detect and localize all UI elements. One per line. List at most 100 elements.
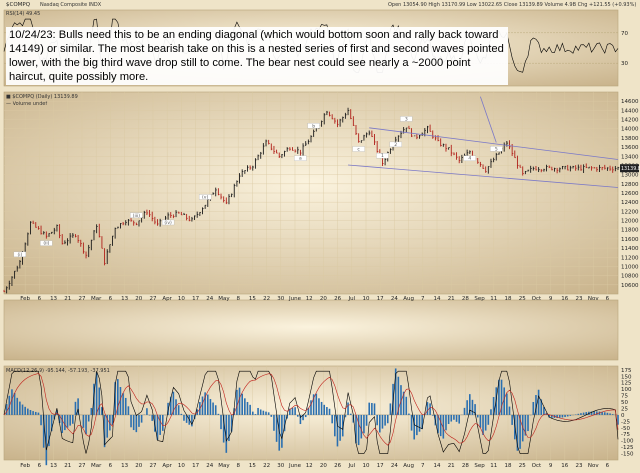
x-tick-label: 17 [377, 463, 384, 469]
wave-label-box [130, 212, 143, 218]
x-tick-label: Oct [532, 296, 542, 302]
price-legend: ■ $COMPQ (Daily) 13139.89 [6, 94, 78, 100]
x-tick-label: 13 [50, 296, 57, 302]
macd-line [3, 370, 619, 454]
x-tick-label: 10 [362, 463, 369, 469]
x-tick-label: 25 [519, 296, 526, 302]
y-tick-label: 10600 [621, 283, 639, 289]
x-tick-label: Nov [588, 463, 599, 469]
wave-label-box [198, 194, 212, 200]
wave-label: (i) [17, 252, 22, 258]
symbol-label: $COMPQ [6, 2, 31, 8]
x-tick-label: June [288, 463, 302, 469]
wave-label-box [376, 153, 389, 159]
x-tick-label: Sep [474, 296, 485, 302]
y-tick-label: 13000 [621, 173, 639, 179]
y-tick-label: 11200 [621, 255, 639, 261]
x-tick-label: 10 [362, 296, 369, 302]
macd-tick-label: 75 [621, 394, 628, 400]
x-tick-label: Sep [474, 463, 485, 469]
x-tick-label: 8 [236, 296, 240, 302]
x-tick-label: 10 [178, 463, 185, 469]
x-tick-label: 27 [78, 296, 85, 302]
x-tick-label: 27 [78, 463, 85, 469]
y-tick-label: 11400 [621, 246, 639, 252]
wave-label: (ii) [43, 241, 49, 247]
x-tick-label: 21 [448, 296, 455, 302]
macd-tick-label: 25 [621, 406, 628, 412]
macd-legend: MACD(12,26,9) -95.144, -57.193, -37.951 [6, 368, 110, 374]
x-tick-label: 17 [192, 463, 199, 469]
x-tick-label: Aug [403, 463, 414, 469]
macd-tick-label: 100 [621, 387, 632, 393]
x-tick-label: 22 [263, 296, 270, 302]
x-tick-label: 13 [50, 463, 57, 469]
x-tick-label: Feb [20, 463, 30, 469]
x-tick-label: 28 [462, 296, 469, 302]
wave-label: a [299, 157, 302, 162]
y-tick-label: 12000 [621, 219, 639, 225]
x-tick-label: 16 [561, 296, 568, 302]
rsi-tick-label: 70 [621, 31, 628, 37]
x-tick-label: 26 [334, 296, 341, 302]
macd-tick-label: -75 [621, 432, 630, 438]
wave-label-box [13, 251, 27, 258]
x-tick-label: Apr [162, 463, 172, 469]
last-price-label: 13139.89 [621, 166, 640, 172]
x-tick-label: Jul [347, 296, 355, 302]
x-tick-label: 24 [391, 463, 398, 469]
wave-label-box [161, 219, 175, 226]
macd-tick-label: 150 [621, 374, 632, 380]
y-tick-label: 12200 [621, 209, 639, 215]
x-tick-label: 11 [490, 463, 497, 469]
wave-label: 1 [381, 153, 384, 159]
wave-label-box [400, 116, 413, 122]
wave-label-box [307, 123, 320, 129]
x-tick-label: 18 [505, 296, 512, 302]
x-tick-label: Mar [91, 463, 102, 469]
x-tick-label: 26 [334, 463, 341, 469]
x-tick-label: 12 [306, 296, 313, 302]
y-tick-label: 14000 [621, 127, 639, 133]
x-tick-label: May [218, 296, 230, 302]
spacer-panel [3, 299, 619, 361]
x-tick-label: Nov [588, 296, 599, 302]
x-tick-label: 30 [277, 296, 284, 302]
y-tick-label: 11600 [621, 237, 639, 243]
y-tick-label: 12600 [621, 191, 639, 197]
y-tick-label: 11000 [621, 264, 639, 270]
wave-label: (iv) [164, 220, 172, 226]
wave-label-box [352, 146, 365, 152]
macd-tick-label: -150 [621, 452, 634, 458]
x-tick-label: Feb [20, 296, 30, 302]
x-tick-label: 27 [149, 463, 156, 469]
macd-tick-label: 175 [621, 368, 632, 374]
x-tick-label: 6 [606, 296, 610, 302]
x-tick-label: 23 [576, 296, 583, 302]
signal-line [3, 373, 619, 446]
x-tick-label: 6 [606, 463, 610, 469]
x-tick-label: 21 [64, 463, 71, 469]
y-tick-label: 13400 [621, 154, 639, 160]
x-tick-label: 8 [236, 463, 240, 469]
x-tick-label: 11 [490, 296, 497, 302]
macd-tick-label: -25 [621, 419, 630, 425]
rsi-legend: RSI(14) 49.45 [6, 11, 40, 17]
rsi-tick-label: 30 [621, 61, 628, 67]
macd-tick-label: -100 [621, 439, 634, 445]
y-tick-label: 13800 [621, 136, 639, 142]
x-tick-label: 7 [421, 463, 425, 469]
wave-label: 2 [394, 142, 397, 148]
x-tick-label: June [288, 296, 302, 302]
y-tick-label: 12400 [621, 200, 639, 206]
x-tick-label: 21 [64, 296, 71, 302]
x-tick-label: 27 [149, 296, 156, 302]
y-tick-label: 12800 [621, 182, 639, 188]
macd-tick-label: -50 [621, 426, 630, 432]
x-tick-label: 18 [505, 463, 512, 469]
wave-label: (v) [202, 194, 208, 200]
x-tick-label: 16 [561, 463, 568, 469]
x-tick-label: 23 [576, 463, 583, 469]
x-tick-label: 21 [448, 463, 455, 469]
